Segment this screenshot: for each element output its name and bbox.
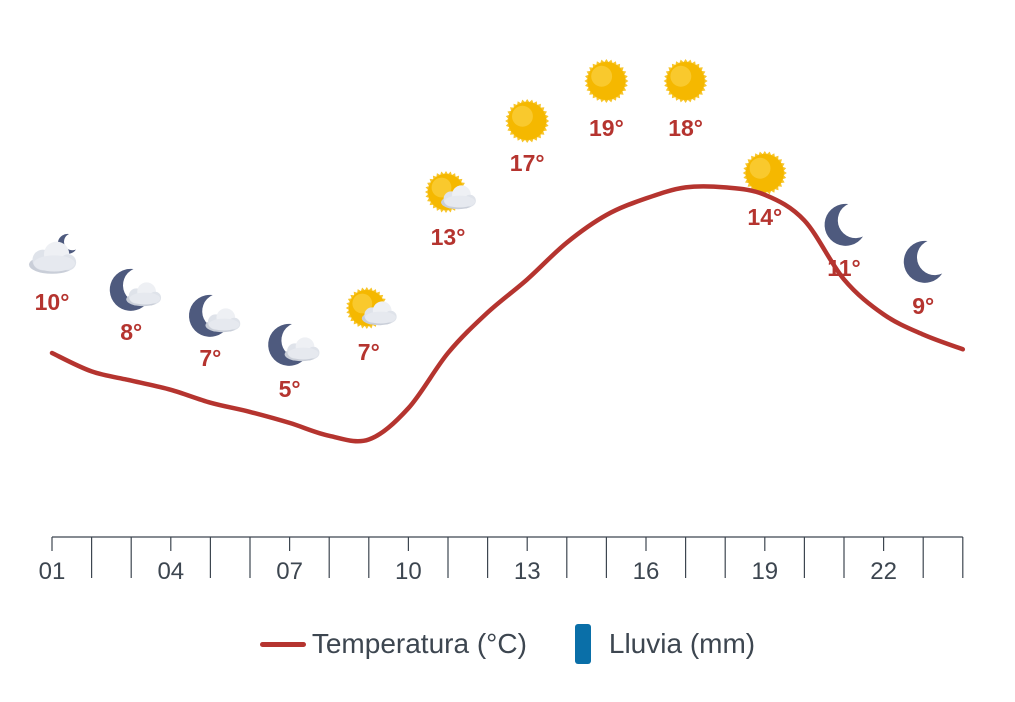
moon-shape (109, 268, 149, 311)
temp-label: 10° (35, 289, 70, 315)
moon-shape (903, 240, 943, 283)
temperature-chart: 10°8°7°5°7°13°17°19° 18°14°11°9° 01 04 07 10… (29, 59, 966, 585)
moon-shape (824, 203, 863, 246)
temp-label: 5° (279, 376, 301, 402)
moon-shape (268, 323, 307, 366)
legend-label-temperature: Temperatura (°C) (311, 628, 527, 659)
moon-cloud-icon (109, 268, 162, 311)
sun-shape (663, 59, 708, 103)
cloud-shape (126, 282, 162, 307)
x-tick-label: 13 (514, 558, 541, 585)
legend-swatch-temperature (259, 641, 306, 647)
legend-swatch-rain (574, 624, 591, 664)
temp-label: 9° (912, 293, 934, 319)
x-axis: 01 04 07 10 13 16 19 22 (39, 536, 964, 585)
sun-cloud-icon (425, 171, 476, 213)
cloud-shape (284, 337, 320, 362)
temp-label: 7° (358, 339, 380, 365)
cloud-shape (205, 308, 241, 333)
cloud-moon-icon (29, 233, 77, 274)
x-tick-label: 04 (157, 558, 184, 585)
x-tick-label: 19 (751, 558, 778, 585)
temp-label: 13° (431, 224, 466, 250)
moon-icon (903, 240, 943, 283)
moon-shape (188, 294, 228, 337)
moon-cloud-icon (188, 294, 241, 337)
sun-shape (505, 99, 550, 143)
temp-label: 7° (199, 345, 221, 371)
sun-icon (663, 59, 708, 103)
cloud-shape (29, 241, 77, 274)
legend: Temperatura (°C) Lluvia (mm) (0, 620, 1015, 668)
cloud-shape (441, 185, 476, 210)
legend-item-rain[interactable]: Lluvia (mm) (574, 624, 756, 664)
temp-label: 18° (668, 115, 703, 141)
sun-icon (742, 151, 787, 195)
sun-cloud-icon (345, 287, 397, 329)
x-tick-label: 16 (633, 558, 660, 585)
moon-cloud-icon (268, 323, 320, 366)
x-tick-label: 22 (870, 558, 897, 585)
temp-label: 19° (589, 115, 624, 141)
sun-shape (584, 59, 629, 103)
sun-icon (584, 59, 629, 103)
weather-icons-layer (29, 59, 943, 366)
sun-icon (505, 99, 550, 143)
moon-icon (824, 203, 863, 246)
temp-label: 8° (120, 319, 142, 345)
x-tick-label: 01 (39, 558, 66, 585)
legend-label-rain: Lluvia (mm) (608, 628, 756, 659)
x-tick-label: 10 (395, 558, 422, 585)
temp-label: 14° (747, 204, 782, 230)
sun-shape (742, 151, 787, 195)
temp-label: 17° (510, 150, 545, 176)
temperature-labels-layer: 10°8°7°5°7°13°17°19° 18°14°11°9° (35, 115, 935, 402)
x-tick-label: 07 (276, 558, 303, 585)
cloud-shape (361, 301, 397, 326)
temperature-series-line (49, 184, 966, 444)
legend-item-temperature[interactable]: Temperatura (°C) (259, 628, 527, 660)
